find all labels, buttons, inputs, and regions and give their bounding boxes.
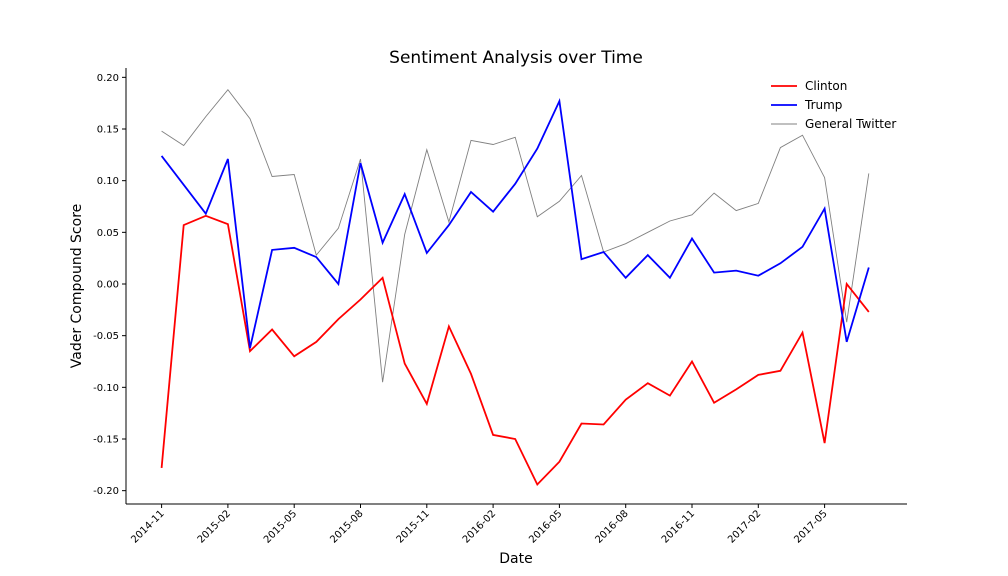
chart-title: Sentiment Analysis over Time xyxy=(389,48,643,68)
x-tick-label: 2016-08 xyxy=(593,508,630,545)
series-lines xyxy=(162,90,869,485)
x-tick-label: 2016-11 xyxy=(660,508,697,545)
y-tick-label: -0.05 xyxy=(93,331,119,342)
y-tick-label: -0.10 xyxy=(93,383,119,394)
legend-label: General Twitter xyxy=(805,117,896,131)
x-tick-label: 2015-02 xyxy=(196,508,233,545)
series-line-clinton xyxy=(162,216,869,485)
x-tick-label: 2015-05 xyxy=(262,508,299,545)
x-tick-label: 2017-05 xyxy=(792,508,829,545)
x-tick-label: 2017-02 xyxy=(726,508,763,545)
y-tick-label: 0.00 xyxy=(97,280,119,291)
x-tick-label: 2016-05 xyxy=(527,508,564,545)
series-line-general-twitter xyxy=(162,90,869,383)
y-tick-label: 0.15 xyxy=(97,125,119,136)
x-tick-label: 2014-11 xyxy=(129,508,166,545)
legend-label: Trump xyxy=(804,98,842,112)
y-tick-label: -0.15 xyxy=(93,434,119,445)
x-ticks: 2014-11 2015-02 2015-05 2015-08 2015-11 2016-… xyxy=(129,504,829,546)
y-tick-label: 0.10 xyxy=(97,176,119,187)
y-ticks: 0.20 0.15 0.10 0.05 0.00 -0.05 -0.10 -0.15 -0.20 xyxy=(93,73,126,497)
x-axis-title: Date xyxy=(499,551,532,567)
x-tick-label: 2015-11 xyxy=(395,508,432,545)
legend: Clinton Trump General Twitter xyxy=(771,79,896,131)
legend-label: Clinton xyxy=(805,79,847,93)
x-tick-label: 2016-02 xyxy=(461,508,498,545)
y-tick-label: 0.05 xyxy=(97,228,119,239)
y-tick-label: -0.20 xyxy=(93,486,119,497)
x-tick-label: 2015-08 xyxy=(328,508,365,545)
y-tick-label: 0.20 xyxy=(97,73,119,84)
y-axis-title: Vader Compound Score xyxy=(69,204,85,369)
